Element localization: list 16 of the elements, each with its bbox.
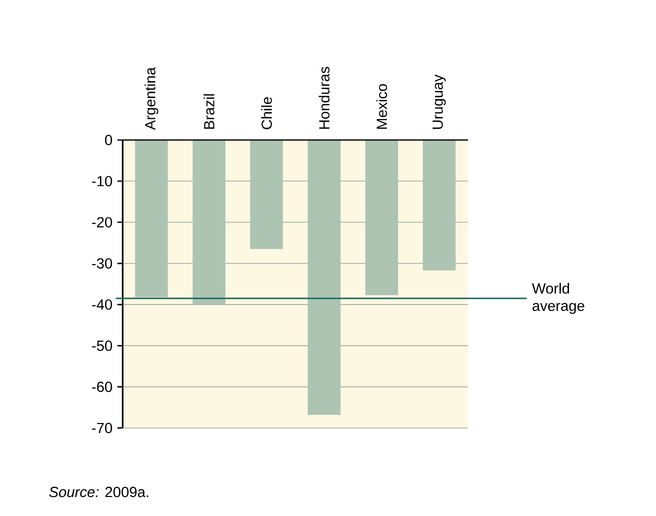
y-tick-label: -10 bbox=[92, 176, 112, 186]
x-tick-label: Uruguay bbox=[432, 74, 446, 129]
y-tick-label: -30 bbox=[92, 258, 112, 269]
x-tick-label: Argentina bbox=[144, 67, 158, 130]
y-tick-label: -40 bbox=[92, 299, 112, 310]
y-tick-label: -70 bbox=[92, 422, 112, 434]
y-tick-label: -50 bbox=[92, 340, 112, 351]
x-tick-label: Honduras bbox=[318, 66, 330, 129]
y-tick-label: 0 bbox=[105, 134, 112, 146]
x-tick-label: Mexico bbox=[376, 84, 388, 129]
x-tick-label: Brazil bbox=[204, 94, 214, 129]
text: Source: 2009a. bbox=[49, 486, 148, 498]
x-tick-label: Chile bbox=[261, 97, 272, 130]
ref-line-label: World average bbox=[532, 282, 584, 314]
y-tick-label: -20 bbox=[92, 217, 112, 228]
y-tick-label: -60 bbox=[92, 382, 112, 392]
